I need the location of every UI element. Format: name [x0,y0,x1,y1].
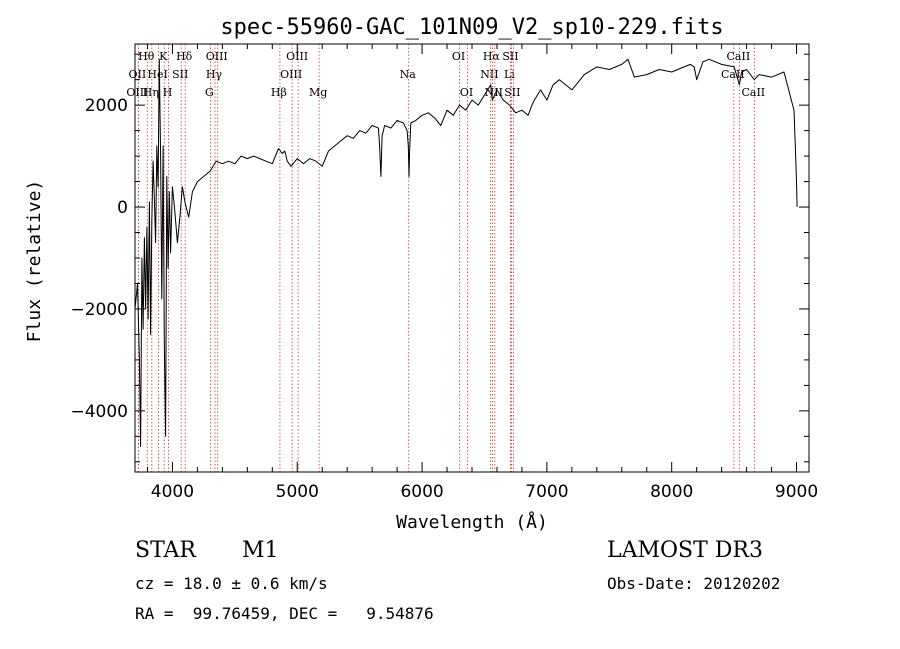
marker-label: CaII [727,50,751,63]
object-class: STAR [135,538,196,563]
observation-date: Obs-Date: 20120202 [607,574,781,593]
x-tick-label: 9000 [775,482,818,502]
marker-label: NII [485,86,503,99]
x-tick-label: 6000 [400,482,443,502]
marker-label: Hα [483,50,501,63]
marker-label: OI [452,50,465,63]
x-tick-label: 7000 [525,482,568,502]
marker-label: Li [504,68,515,81]
marker-label: SII [502,50,518,63]
x-tick-label: 4000 [151,482,194,502]
coordinates-readout: RA = 99.76459, DEC = 9.54876 [135,604,434,623]
marker-label: CaII [721,68,745,81]
flux-line [134,58,798,447]
x-tick-label: 8000 [650,482,693,502]
marker-label: H [163,86,173,99]
axis-ticks: 4000 5000 6000 7000 8000 9000 −4000 −2000 0 2000 [70,44,818,502]
x-tick-label: 5000 [276,482,319,502]
marker-label: Mg [309,86,327,99]
object-subclass: M1 [242,538,279,563]
spectral-line-markers: HθOIIOIIIHηHeIKHSIIHδGHγOIIIHβOIIIOIIIMg… [126,44,765,472]
marker-label: Hδ [176,50,193,63]
y-tick-label: −2000 [70,300,128,320]
flux-series [134,58,798,447]
marker-label: K [159,50,168,63]
x-axis-label: Wavelength (Å) [396,511,548,533]
marker-label: Na [400,68,417,81]
marker-label: OII [129,68,147,81]
y-axis-label: Flux (relative) [24,180,45,343]
marker-label: Hθ [138,50,155,63]
survey-name: LAMOST DR3 [607,538,763,563]
marker-label: Hγ [206,68,223,81]
chart-title: spec-55960-GAC_101N09_V2_sp10-229.fits [220,15,723,40]
y-tick-label: −4000 [70,402,128,422]
marker-label: CaII [741,86,765,99]
redshift-readout: cz = 18.0 ± 0.6 km/s [135,574,328,593]
marker-label: OIII [126,86,148,99]
y-tick-label: 2000 [85,96,128,116]
marker-label: Hη [143,86,159,99]
marker-label: NII [480,68,498,81]
marker-label: SII [172,68,188,81]
marker-label: G [205,86,214,99]
marker-label: HeI [147,68,167,81]
marker-label: OI [460,86,473,99]
plot-frame [134,43,810,473]
marker-label: SII [504,86,520,99]
marker-label: OIII [206,50,228,63]
marker-label: OIII [286,50,308,63]
marker-label: Hβ [271,86,287,99]
y-tick-label: 0 [117,198,128,218]
marker-label: OIII [280,68,302,81]
